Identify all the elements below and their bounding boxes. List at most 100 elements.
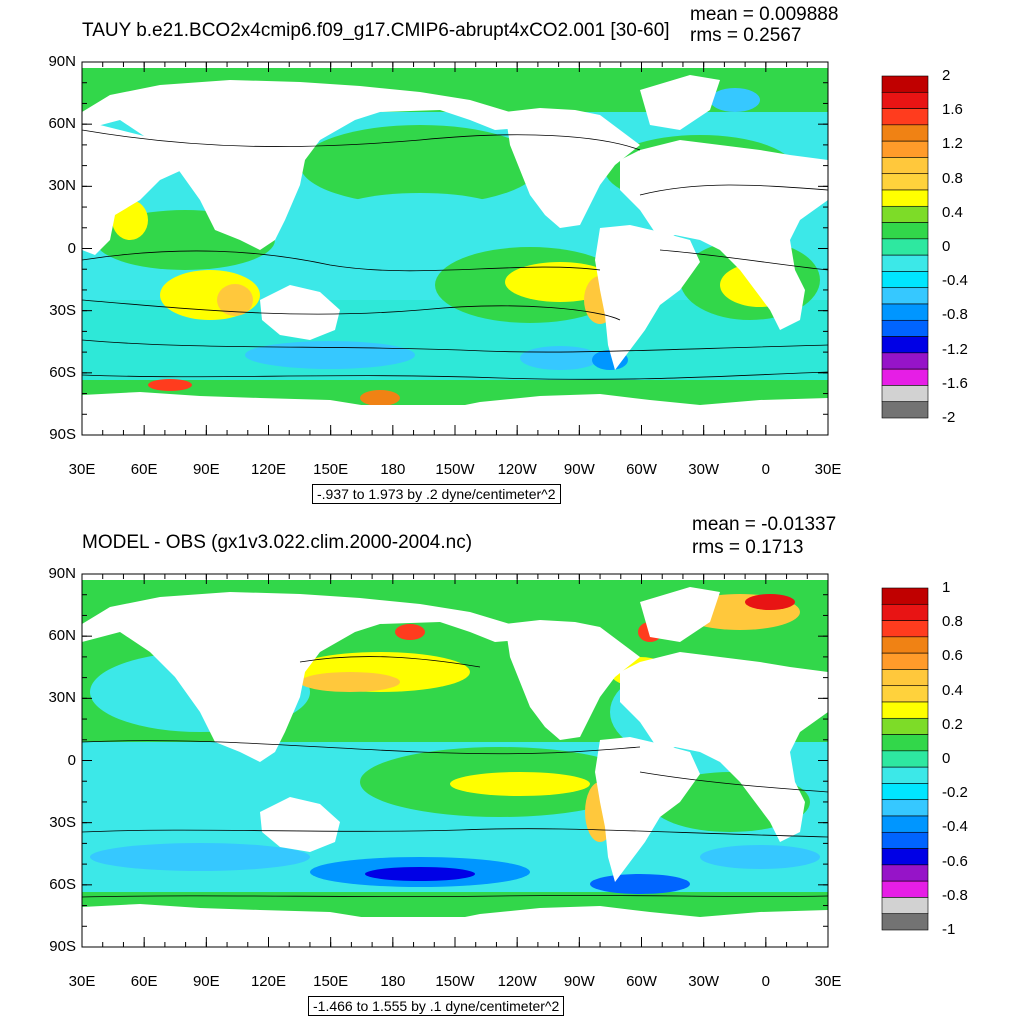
- colorbar-label: 0: [942, 750, 951, 767]
- lon-tick-label: 60E: [130, 461, 158, 478]
- lat-tick-label: 60N: [48, 115, 76, 133]
- colorbar-swatch: [881, 75, 929, 93]
- lon-tick-label: 90E: [192, 461, 220, 478]
- colorbar-swatch: [881, 189, 929, 207]
- colorbar-swatch: [881, 799, 929, 817]
- lat-tick-label: 30S: [49, 813, 76, 831]
- lat-tick-label: 30N: [48, 689, 76, 707]
- lon-tick-label: 180: [380, 461, 406, 478]
- colorbar-swatch: [881, 831, 929, 849]
- colorbar-swatch: [881, 717, 929, 735]
- colorbar-label: -0.2: [942, 784, 968, 802]
- colorbar-swatch: [881, 864, 929, 882]
- colorbar-label: -1.2: [942, 340, 968, 358]
- colorbar-label: 0: [942, 238, 951, 255]
- lon-tick-label: 150W: [435, 461, 475, 478]
- colorbar-swatch: [881, 271, 929, 289]
- plot-title: MODEL - OBS (gx1v3.022.clim.2000-2004.nc…: [82, 532, 473, 553]
- axis-ticks: [81, 61, 829, 436]
- colorbar-swatch: [881, 238, 929, 256]
- colorbar-label: 0.8: [942, 169, 963, 187]
- colorbar-swatch: [881, 652, 929, 670]
- lon-tick-label: 30E: [814, 973, 842, 990]
- lon-tick-label: 60E: [130, 973, 158, 990]
- lat-tick-label: 60N: [48, 627, 76, 645]
- colorbar-swatch: [881, 897, 929, 915]
- colorbar-swatch: [881, 750, 929, 768]
- lat-tick-label: 60S: [49, 363, 76, 381]
- colorbar-swatch: [881, 173, 929, 191]
- lat-tick-label: 90N: [48, 53, 76, 70]
- colorbar-swatch: [881, 848, 929, 866]
- mean-label: mean = 0.009888: [690, 4, 839, 25]
- lat-tick-label: 90S: [49, 938, 76, 955]
- colorbar-swatch: [881, 336, 929, 354]
- lon-tick-label: 30E: [814, 461, 842, 478]
- lon-tick-label: 30E: [68, 461, 96, 478]
- colorbar-label: -0.8: [942, 306, 968, 324]
- lat-tick-label: 90S: [49, 426, 76, 443]
- lon-tick-label: 0: [761, 973, 770, 990]
- lon-tick-label: 120E: [250, 973, 287, 990]
- colorbar-swatch: [881, 205, 929, 223]
- colorbar-swatch: [881, 124, 929, 142]
- lat-tick-label: 30S: [49, 301, 76, 319]
- colorbar-swatch: [881, 319, 929, 337]
- colorbar-label: 1.6: [942, 101, 963, 119]
- colorbar-swatch: [881, 222, 929, 240]
- colorbar-label: -0.4: [942, 818, 968, 836]
- lon-tick-label: 90W: [563, 461, 595, 478]
- colorbar-label: 0.8: [942, 613, 963, 631]
- lon-tick-label: 150E: [313, 461, 349, 478]
- colorbar-label: 1.2: [942, 135, 963, 153]
- colorbar-swatch: [881, 880, 929, 898]
- colorbar-swatch: [881, 766, 929, 784]
- colorbar-swatch: [881, 701, 929, 719]
- lat-tick-label: 30N: [48, 177, 76, 195]
- lon-tick-label: 120W: [497, 461, 537, 478]
- contour-lines: [82, 129, 828, 380]
- colorbar-label: -1: [942, 921, 956, 938]
- lat-tick-label: 0: [67, 751, 76, 769]
- lon-tick-label: 90W: [563, 973, 595, 990]
- colorbar-swatch: [881, 352, 929, 370]
- colorbar-swatch: [881, 287, 929, 305]
- colorbar-swatch: [881, 734, 929, 752]
- colorbar-swatch: [881, 254, 929, 272]
- colorbar-label: 0.4: [942, 203, 963, 221]
- lat-tick-label: 60S: [49, 875, 76, 893]
- rms-label: rms = 0.2567: [690, 25, 802, 46]
- lon-tick-label: 30E: [68, 973, 96, 990]
- colorbar-swatch: [881, 91, 929, 109]
- colorbar-swatch: [881, 783, 929, 801]
- colorbar-swatch: [881, 685, 929, 703]
- colorbar-label: 2: [942, 67, 951, 84]
- colorbar-label: -0.4: [942, 272, 968, 290]
- rms-label: rms = 0.1713: [692, 537, 804, 558]
- colorbar-swatch: [881, 669, 929, 687]
- colorbar-swatch: [881, 385, 929, 403]
- colorbar-swatch: [881, 108, 929, 126]
- map-field: [82, 574, 828, 947]
- colorbar-swatch: [881, 157, 929, 175]
- colorbar-label: 0.2: [942, 715, 963, 733]
- colorbar: [881, 587, 929, 931]
- colorbar-swatch: [881, 303, 929, 321]
- lat-tick-label: 0: [67, 239, 76, 257]
- colorbar-swatch: [881, 636, 929, 654]
- lon-tick-label: 90E: [192, 973, 220, 990]
- axis-ticks: [81, 573, 829, 948]
- colorbar-swatch: [881, 815, 929, 833]
- lon-tick-label: 30W: [688, 461, 720, 478]
- map-plot: [81, 573, 929, 948]
- contour-range-label: -1.466 to 1.555 by .1 dyne/centimeter^2: [308, 996, 565, 1016]
- lon-tick-label: 60W: [626, 461, 657, 478]
- map-plot: [81, 61, 929, 436]
- lon-tick-label: 180: [380, 973, 406, 990]
- colorbar-swatch: [881, 140, 929, 158]
- lat-tick-label: 90N: [48, 565, 76, 582]
- lon-tick-label: 150W: [435, 973, 475, 990]
- colorbar-swatch: [881, 587, 929, 605]
- mean-label: mean = -0.01337: [692, 514, 837, 535]
- contour-range-label: -.937 to 1.973 by .2 dyne/centimeter^2: [312, 484, 561, 504]
